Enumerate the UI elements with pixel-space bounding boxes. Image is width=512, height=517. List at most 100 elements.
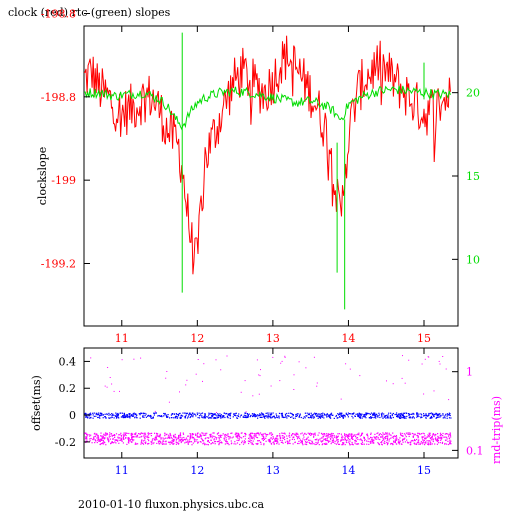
offset-point [100,413,103,415]
roundtrip-point [174,433,176,435]
roundtrip-point [175,436,177,438]
offset-point [142,415,144,417]
roundtrip-point [288,432,291,434]
offset-point [152,416,154,418]
offset-point [255,414,257,416]
offset-point [385,415,387,417]
roundtrip-outlier [280,362,282,364]
roundtrip-outlier [166,371,168,372]
offset-point [255,414,257,417]
roundtrip-point [269,439,271,442]
offset-point [438,414,440,416]
roundtrip-point [251,443,253,445]
roundtrip-point [363,437,365,439]
roundtrip-point [193,438,195,440]
roundtrip-point [202,434,204,436]
roundtrip-point [112,442,115,444]
offset-point [291,416,293,418]
offset-point [177,413,180,416]
roundtrip-point [173,439,175,441]
roundtrip-point [377,432,379,434]
roundtrip-point [104,437,106,439]
offset-point [216,415,218,417]
offset-point [116,417,118,419]
roundtrip-point [348,442,351,444]
roundtrip-point [449,443,451,445]
roundtrip-point [292,436,294,438]
roundtrip-point [288,442,290,444]
roundtrip-point [437,442,440,444]
roundtrip-point [244,442,246,444]
roundtrip-point [274,440,276,442]
roundtrip-point [102,439,104,441]
offset-point [430,417,432,419]
roundtrip-point [331,435,333,437]
offset-point [444,415,446,417]
roundtrip-point [158,441,160,443]
offset-point [329,416,331,418]
roundtrip-point [131,441,133,443]
roundtrip-point [311,443,313,445]
offset-point [182,412,184,414]
x-tick-label: 14 [341,332,355,345]
offset-point [413,417,415,419]
roundtrip-point [289,442,291,445]
roundtrip-point [387,442,389,444]
offset-point [190,416,192,418]
roundtrip-point [426,436,428,438]
roundtrip-point [160,437,162,439]
roundtrip-point [363,443,365,445]
roundtrip-point [370,432,372,434]
roundtrip-point [414,440,416,442]
offset-point [185,414,187,416]
roundtrip-point [276,435,278,437]
roundtrip-point [159,443,161,445]
offset-point [90,417,92,419]
roundtrip-point [149,433,151,435]
roundtrip-point [244,432,246,435]
offset-point [429,417,431,419]
offset-point [282,416,284,418]
roundtrip-point [169,441,171,443]
offset-point [341,412,343,414]
offset-point [120,412,122,414]
roundtrip-point [140,443,142,445]
roundtrip-point [142,442,144,444]
roundtrip-point [351,433,353,435]
roundtrip-point [313,433,315,435]
roundtrip-point [173,436,175,438]
roundtrip-point [143,437,145,439]
offset-point [202,417,204,419]
roundtrip-point [276,437,278,439]
roundtrip-point [327,436,329,438]
roundtrip-point [254,435,256,437]
offset-point [416,412,419,414]
roundtrip-point [138,436,140,438]
offset-point [153,412,155,414]
roundtrip-point [178,440,180,442]
roundtrip-point [378,443,380,445]
offset-point [213,413,216,415]
offset-point [425,417,427,419]
roundtrip-point [313,433,315,435]
offset-point [416,413,418,415]
x-tick-label: 11 [115,464,129,477]
roundtrip-point [325,442,327,444]
roundtrip-point [390,443,392,445]
offset-point [402,416,404,418]
roundtrip-point [320,440,322,442]
roundtrip-point [394,436,396,438]
roundtrip-point [85,436,87,438]
offset-point [85,413,87,415]
offset-point [87,417,89,419]
offset-point [347,412,349,414]
roundtrip-point [159,435,161,437]
roundtrip-outlier [133,358,135,360]
offset-point [323,417,325,419]
offset-point [352,413,354,415]
roundtrip-point [398,439,400,441]
roundtrip-point [382,439,384,442]
roundtrip-point [270,432,272,434]
roundtrip-point [132,433,134,435]
offset-point [275,413,277,415]
